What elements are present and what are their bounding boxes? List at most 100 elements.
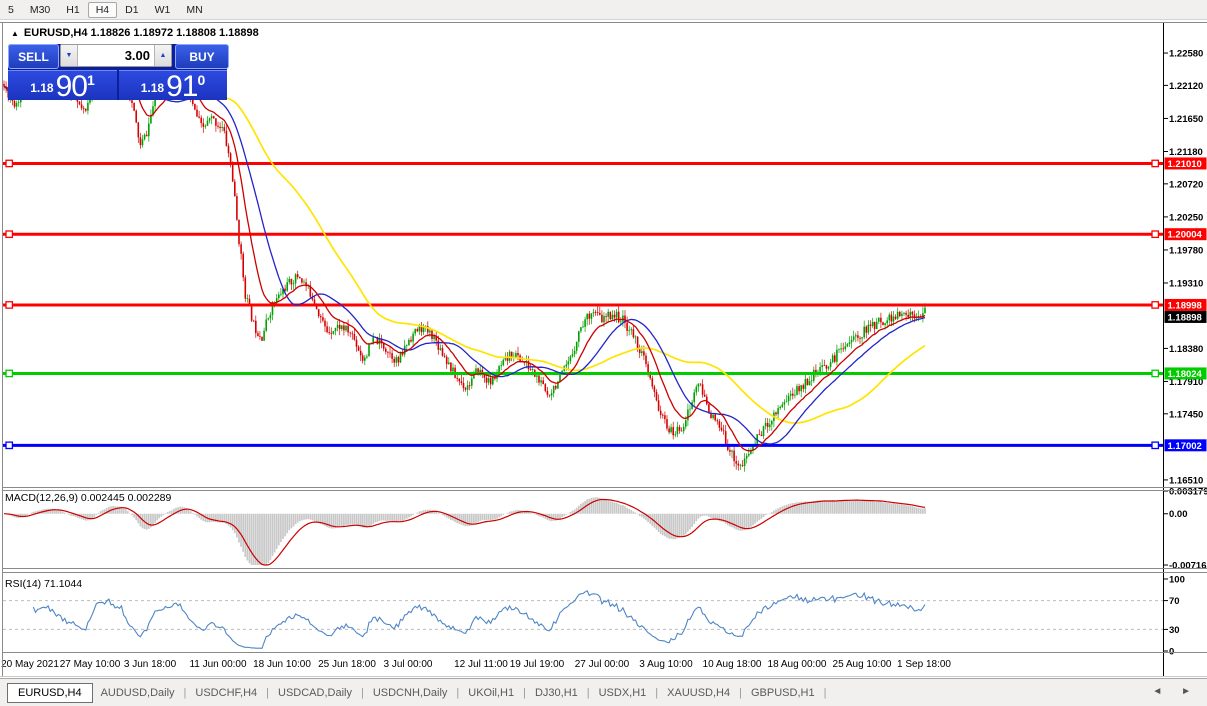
symbol-tab-audusd[interactable]: AUDUSD,Daily bbox=[100, 686, 175, 699]
time-axis-label: 20 May 2021 bbox=[1, 659, 59, 670]
tab-separator: | bbox=[523, 686, 526, 699]
symbol-tab-usdx[interactable]: USDX,H1 bbox=[598, 686, 647, 699]
ma-line-fast bbox=[3, 69, 926, 452]
volume-input[interactable] bbox=[78, 45, 154, 66]
horizontal-level-line[interactable] bbox=[3, 441, 1163, 450]
period-button-w1[interactable]: W1 bbox=[154, 3, 171, 16]
time-axis-label: 10 Aug 18:00 bbox=[703, 659, 762, 670]
symbol-tab-bar: EURUSD,H4 AUDUSD,Daily | USDCHF,H4 | USDCAD,D… bbox=[0, 678, 1207, 706]
horizontal-level-line[interactable] bbox=[3, 230, 1163, 239]
rsi-line bbox=[32, 590, 926, 649]
time-axis-label: 27 Jul 00:00 bbox=[575, 659, 630, 670]
price-tick-label: 1.22120 bbox=[1169, 81, 1203, 92]
time-axis-label: 12 Jul 11:00 bbox=[454, 659, 508, 670]
buy-button[interactable]: BUY bbox=[175, 44, 229, 69]
time-axis-label: 3 Aug 10:00 bbox=[639, 659, 693, 670]
symbol-tab-usdchf[interactable]: USDCHF,H4 bbox=[195, 686, 258, 699]
macd-pane-title: MACD(12,26,9) 0.002445 0.002289 bbox=[5, 492, 172, 504]
tab-separator: | bbox=[586, 686, 590, 699]
buy-price-display[interactable]: 1.18 91 0 bbox=[119, 70, 227, 103]
time-axis-label: 25 Jun 18:00 bbox=[318, 659, 376, 670]
time-axis-label: 18 Jun 10:00 bbox=[253, 659, 311, 670]
volume-increase-icon[interactable]: ▲ bbox=[154, 45, 171, 66]
chart-ohlc-header: ▲ EURUSD,H4 1.18826 1.18972 1.18808 1.18… bbox=[11, 27, 259, 39]
tab-separator: | bbox=[266, 686, 269, 699]
symbol-tab-ukoil[interactable]: UKOil,H1 bbox=[468, 686, 515, 699]
price-tick-label: 1.17910 bbox=[1169, 377, 1203, 388]
price-tick-label: 1.19310 bbox=[1169, 279, 1203, 290]
level-price-label-text: 1.18024 bbox=[1168, 369, 1203, 380]
symbol-tab-xauusd[interactable]: XAUUSD,H4 bbox=[667, 686, 731, 699]
rsi-tick-label: 70 bbox=[1169, 596, 1180, 607]
level-price-label: 1.18024 bbox=[1164, 367, 1207, 380]
time-axis-label: 25 Aug 10:00 bbox=[833, 659, 892, 670]
level-price-label-text: 1.18998 bbox=[1168, 300, 1202, 311]
horizontal-level-line[interactable] bbox=[3, 369, 1163, 378]
level-price-label: 1.20004 bbox=[1164, 228, 1207, 241]
symbol-tab-dj30[interactable]: DJ30,H1 bbox=[534, 686, 578, 699]
tab-separator: | bbox=[360, 686, 364, 699]
period-button-m30[interactable]: M30 bbox=[29, 3, 51, 16]
tab-separator: | bbox=[456, 686, 460, 699]
volume-stepper: ▼ ▲ bbox=[60, 44, 172, 67]
macd-signal-line bbox=[3, 498, 926, 566]
current-price-label: 1.18898 bbox=[1164, 310, 1207, 323]
level-price-label: 1.21010 bbox=[1164, 157, 1207, 170]
price-tick-label: 1.18380 bbox=[1169, 344, 1203, 355]
level-price-label-text: 1.21010 bbox=[1168, 159, 1202, 170]
time-axis-label: 3 Jun 18:00 bbox=[124, 659, 177, 670]
period-toolbar: 5 M30 H1 H4 D1 W1 MN bbox=[0, 0, 1207, 20]
price-tick-label: 1.20250 bbox=[1169, 212, 1203, 223]
sell-price-prefix: 1.18 bbox=[30, 81, 54, 95]
price-tick-label: 1.16510 bbox=[1169, 475, 1203, 486]
price-tick-label: 1.17450 bbox=[1169, 409, 1203, 420]
macd-tick-label: 0.003179 bbox=[1169, 487, 1207, 498]
buy-price-prefix: 1.18 bbox=[140, 81, 165, 95]
symbol-tab-usdcad[interactable]: USDCAD,Daily bbox=[278, 686, 352, 699]
macd-tick-label: -0.007162 bbox=[1169, 561, 1207, 572]
price-tick-label: 1.21180 bbox=[1169, 147, 1203, 158]
time-axis-label: 1 Sep 18:00 bbox=[897, 659, 951, 670]
period-button-mn[interactable]: MN bbox=[186, 3, 203, 16]
tab-separator: | bbox=[823, 686, 827, 699]
rsi-pane-title: RSI(14) 71.1044 bbox=[5, 578, 83, 590]
tab-scroll-arrows[interactable]: ◄ ► bbox=[1152, 686, 1199, 697]
buy-price-sup: 0 bbox=[197, 72, 206, 88]
period-button-5[interactable]: 5 bbox=[8, 3, 14, 16]
sell-price-display[interactable]: 1.18 90 1 bbox=[8, 70, 117, 103]
level-price-label-text: 1.17002 bbox=[1168, 441, 1202, 452]
tab-separator: | bbox=[739, 686, 742, 699]
macd-tick-label: 0.00 bbox=[1169, 509, 1188, 520]
price-tick-label: 1.20720 bbox=[1169, 179, 1203, 190]
level-price-label-text: 1.20004 bbox=[1168, 230, 1203, 241]
tab-separator: | bbox=[183, 686, 187, 699]
horizontal-level-line[interactable] bbox=[3, 159, 1163, 168]
sell-price-sup: 1 bbox=[86, 72, 95, 88]
tab-separator: | bbox=[655, 686, 659, 699]
level-price-label: 1.17002 bbox=[1164, 439, 1207, 452]
rsi-tick-label: 100 bbox=[1169, 575, 1185, 586]
period-button-d1[interactable]: D1 bbox=[125, 3, 139, 16]
period-button-h4[interactable]: H4 bbox=[87, 1, 118, 18]
symbol-tab-usdcnh[interactable]: USDCNH,Daily bbox=[372, 686, 448, 699]
sell-button[interactable]: SELL bbox=[8, 44, 59, 69]
ohlc-text: EURUSD,H4 1.18826 1.18972 1.18808 1.1889… bbox=[23, 27, 259, 39]
time-axis-label: 11 Jun 00:00 bbox=[189, 659, 247, 670]
time-axis-label: 3 Jul 00:00 bbox=[384, 659, 433, 670]
sell-price-big: 90 bbox=[55, 70, 88, 103]
price-tick-label: 1.22580 bbox=[1169, 49, 1203, 60]
time-axis-label: 27 May 10:00 bbox=[60, 659, 121, 670]
price-tick-label: 1.21650 bbox=[1169, 114, 1203, 125]
one-click-trade-panel: SELL ▼ ▲ BUY 1.18 90 1 1.18 91 0 bbox=[8, 44, 229, 103]
symbol-tab-gbpusd[interactable]: GBPUSD,H1 bbox=[750, 686, 815, 699]
rsi-tick-label: 30 bbox=[1169, 625, 1180, 636]
buy-price-big: 91 bbox=[166, 70, 198, 103]
collapse-icon[interactable]: ▲ bbox=[11, 28, 19, 38]
symbol-tab-eurusd[interactable]: EURUSD,H4 bbox=[7, 682, 93, 703]
period-button-h1[interactable]: H1 bbox=[66, 3, 80, 16]
volume-decrease-icon[interactable]: ▼ bbox=[61, 45, 78, 66]
price-tick-label: 1.19780 bbox=[1169, 245, 1203, 256]
horizontal-level-line[interactable] bbox=[3, 301, 1163, 309]
